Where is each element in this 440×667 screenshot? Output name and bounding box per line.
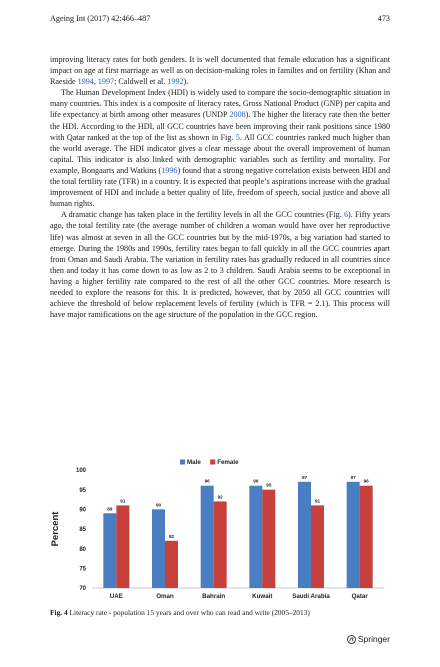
bar-female <box>262 489 276 588</box>
x-tick-label: Bahrain <box>202 593 225 600</box>
citation-link[interactable]: 5 <box>235 132 240 142</box>
bar-female <box>213 501 227 588</box>
paragraph-text: ) found that a strong negative correlati… <box>50 165 390 209</box>
data-label: 90 <box>156 502 162 507</box>
data-label: 97 <box>351 475 357 480</box>
running-header: Ageing Int (2017) 42:466–487 473 <box>50 14 390 26</box>
y-axis-label: Percent <box>50 511 61 547</box>
paragraph-text: A dramatic change has taken place in the… <box>61 210 344 220</box>
page-number: 473 <box>377 14 390 23</box>
paragraph-text: ). <box>183 77 189 87</box>
x-tick-label: Qatar <box>352 593 369 600</box>
legend-label: Female <box>217 459 239 466</box>
y-tick-label: 70 <box>79 586 86 592</box>
citation-link[interactable]: 1997 <box>97 77 115 87</box>
bar-male <box>152 509 165 588</box>
legend-swatch-female <box>210 459 216 465</box>
y-tick-label: 100 <box>76 468 87 474</box>
y-tick-label: 80 <box>79 547 86 553</box>
publisher-logo: Springer <box>346 634 390 644</box>
x-tick-label: Oman <box>156 593 174 600</box>
citation-link[interactable]: 1992 <box>167 77 184 87</box>
citation-link[interactable]: 1994 <box>77 77 94 87</box>
paragraph-text: improving literacy rates for both gender… <box>50 55 390 87</box>
paragraph-text: The Human Development Index (HDI) is wid… <box>50 88 390 120</box>
data-label: 92 <box>218 494 224 499</box>
paragraph: A dramatic change has taken place in the… <box>50 209 390 320</box>
bar-male <box>298 481 311 588</box>
figure-label: Fig. 4 <box>50 608 68 617</box>
bar-male <box>200 485 214 588</box>
x-tick-label: Saudi Arabia <box>292 593 330 600</box>
legend-swatch-male <box>180 459 185 465</box>
bar-male <box>103 513 117 588</box>
publisher-name: Springer <box>357 634 390 644</box>
citation-link[interactable]: 2008 <box>229 110 246 120</box>
bar-male <box>346 481 360 588</box>
figure-caption: Fig. 4 Literacy rate - population 15 yea… <box>50 608 390 617</box>
paragraph-text: , <box>93 77 98 87</box>
body-text: improving literacy rates for both gender… <box>50 54 390 320</box>
y-tick-label: 85 <box>79 527 86 533</box>
legend-label: Male <box>187 459 201 466</box>
bar-female <box>311 505 324 588</box>
paragraph-text: ). The higher the literacy rate then the… <box>50 110 390 142</box>
figure-caption-text: Literacy rate - population 15 years and … <box>69 608 310 617</box>
data-label: 95 <box>266 483 272 488</box>
data-label: 91 <box>315 498 321 503</box>
data-label: 91 <box>120 498 126 503</box>
paragraph: improving literacy rates for both gender… <box>50 54 390 87</box>
x-tick-label: Kuwait <box>252 593 272 600</box>
data-label: 82 <box>169 534 175 539</box>
citation-link[interactable]: 6 <box>343 210 349 220</box>
journal-citation: Ageing Int (2017) 42:466–487 <box>50 14 151 23</box>
bar-male <box>249 485 263 588</box>
paragraph-text: . All GCC countries ranked much higher t… <box>50 132 390 175</box>
data-label: 97 <box>302 475 308 480</box>
data-label: 89 <box>107 506 113 511</box>
paragraph-text: ). Fifty years ago, the total fertility … <box>50 210 390 320</box>
y-tick-label: 75 <box>79 567 86 573</box>
bar-female <box>359 485 373 588</box>
bar-female <box>116 505 130 588</box>
data-label: 96 <box>253 479 259 484</box>
x-tick-label: UAE <box>110 593 123 600</box>
paragraph: The Human Development Index (HDI) is wid… <box>50 87 390 209</box>
citation-link[interactable]: 1996 <box>161 165 178 175</box>
y-tick-label: 90 <box>79 508 86 514</box>
data-label: 96 <box>364 479 370 484</box>
y-tick-label: 95 <box>79 488 86 494</box>
paragraph-text: ; Caldwell et al. <box>114 77 168 87</box>
literacy-chart: 70 75 80 85 90 95 100 Percent 89 91 UAE 90 82 Oman 96 9… <box>50 458 390 608</box>
bar-female <box>165 540 178 588</box>
springer-horse-icon <box>346 634 356 644</box>
literacy-bar-chart: 70 75 80 85 90 95 100 Percent 89 91 UAE 90 82 Oman 96 9… <box>50 459 384 600</box>
data-label: 96 <box>205 479 211 484</box>
